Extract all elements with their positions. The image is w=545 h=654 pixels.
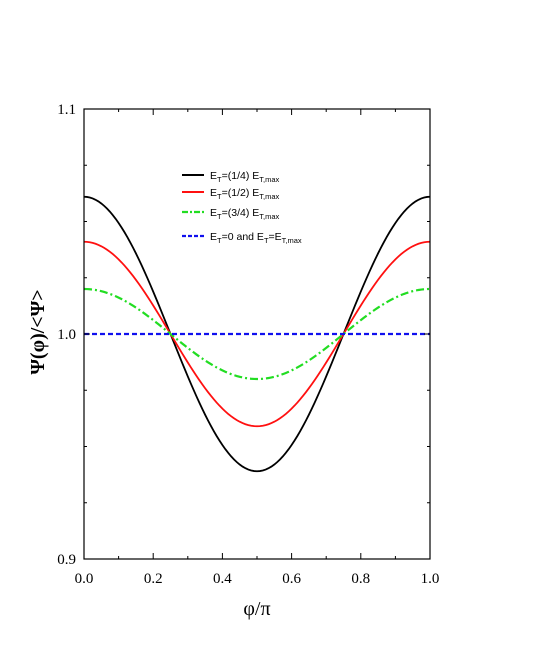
series-line-2	[83, 240, 431, 428]
legend-label-2: ET=(1/2) ET,max	[210, 187, 280, 201]
y-tick-label: 1.0	[57, 327, 76, 343]
x-tick-label: 0.0	[75, 571, 94, 587]
x-tick-label: 0.4	[213, 571, 232, 587]
y-tick-label: 0.9	[57, 552, 76, 568]
series-line-3	[83, 287, 431, 381]
legend-label-1: ET=(1/4) ET,max	[210, 170, 280, 184]
y-tick-label: 1.1	[57, 102, 76, 118]
y-axis-title: Ψ(φ)/<Ψ>	[27, 289, 49, 374]
y-axis-ticks: 0.9 1.0 1.1	[57, 102, 430, 568]
x-tick-label: 0.2	[144, 571, 163, 587]
legend-label-4: ET=0 and ET=ET,max	[210, 231, 302, 245]
x-tick-label: 1.0	[421, 571, 440, 587]
x-tick-label: 0.6	[282, 571, 301, 587]
legend-label-3: ET=(3/4) ET,max	[210, 207, 280, 221]
series-line-1	[83, 195, 431, 473]
x-axis-ticks: 0.0 0.2 0.4 0.6 0.8 1.0	[75, 109, 440, 587]
legend: ET=(1/4) ET,max ET=(1/2) ET,max ET=(3/4) E…	[182, 170, 302, 245]
series-lines	[83, 195, 431, 473]
x-tick-label: 0.8	[351, 571, 370, 587]
x-axis-title: φ/π	[243, 598, 270, 620]
